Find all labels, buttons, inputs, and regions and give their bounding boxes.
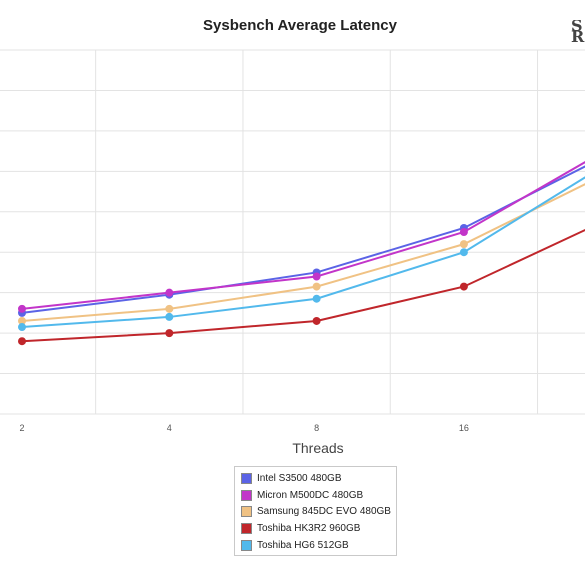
legend-label: Toshiba HK3R2 960GB [257,523,361,535]
data-point [459,240,468,249]
data-point [312,294,321,303]
legend-item: Toshiba HG6 512GB [241,537,396,554]
data-point [18,316,26,325]
data-point [18,323,26,332]
data-point [18,304,26,313]
legend-swatch [241,540,252,552]
legend-swatch [241,489,252,501]
legend-label: Samsung 845DC EVO 480GB [257,506,391,518]
legend-swatch [241,523,252,535]
x-tick-label: 8 [314,423,319,433]
x-tick-label: 16 [459,423,469,433]
data-point [312,316,321,325]
legend-swatch [241,472,252,484]
legend-item: Micron M500DC 480GB [241,487,396,504]
data-point [165,312,174,321]
legend-item: Toshiba HK3R2 960GB [241,520,396,537]
x-axis-label: Threads [292,440,344,456]
series-line [21,228,585,343]
legend-label: Intel S3500 480GB [257,472,342,484]
data-point [459,248,468,257]
x-tick-label: 4 [167,423,172,433]
data-point [459,282,468,291]
data-point [312,272,321,281]
data-point [312,282,321,291]
data-point [165,288,174,297]
x-tick-label: 2 [19,423,24,433]
data-point [165,304,174,313]
legend-swatch [241,506,252,518]
legend-label: Toshiba HG6 512GB [257,540,349,552]
chart-legend: Intel S3500 480GB Micron M500DC 480GB Sa… [234,466,397,556]
chart-title: Sysbench Average Latency [203,17,397,34]
series-line [21,183,585,322]
legend-item: Intel S3500 480GB [241,470,396,487]
data-point [18,337,26,346]
legend-label: Micron M500DC 480GB [257,489,364,501]
data-point [459,228,468,236]
data-point [165,329,174,338]
legend-item: Samsung 845DC EVO 480GB [241,504,396,521]
